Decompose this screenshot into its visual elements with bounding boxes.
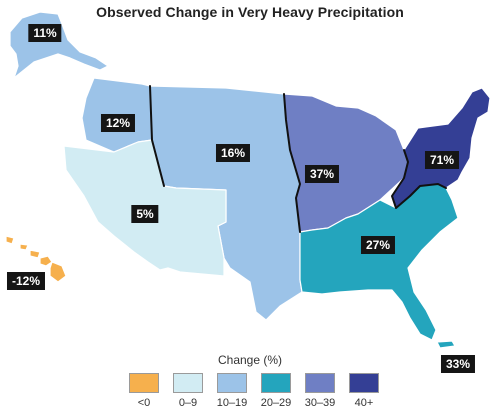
region-southeast [299,183,459,341]
legend-label-lt0: <0 [137,397,151,409]
label-midwest: 37% [304,165,340,183]
label-southwest: 5% [131,205,159,223]
legend-label-10-19: 10–19 [216,397,248,409]
legend-label-0-9: 0–9 [178,397,198,409]
legend-swatch-lt0 [129,373,159,393]
legend-title: Change (%) [217,353,283,367]
region-border [391,149,447,209]
region-puerto-rico [436,340,456,349]
label-northwest: 12% [100,114,136,132]
legend-swatch-40p [349,373,379,393]
region-alaska [9,11,109,79]
region-border [283,93,301,233]
label-northeast: 71% [424,151,460,169]
map-title: Observed Change in Very Heavy Precipitat… [96,4,404,20]
region-border [149,85,165,187]
label-puerto-rico: 33% [440,355,476,373]
legend-label-20-29: 20–29 [260,397,292,409]
label-southeast: 27% [360,236,396,254]
legend-swatch-30-39 [305,373,335,393]
legend-swatch-10-19 [217,373,247,393]
label-great-plains: 16% [215,144,251,162]
label-hawaii: -12% [6,272,46,290]
legend-label-40p: 40+ [354,397,374,409]
legend-swatch-20-29 [261,373,291,393]
label-alaska: 11% [28,24,62,42]
legend-label-30-39: 30–39 [304,397,336,409]
region-hawaii [5,235,67,283]
legend-swatch-0-9 [173,373,203,393]
